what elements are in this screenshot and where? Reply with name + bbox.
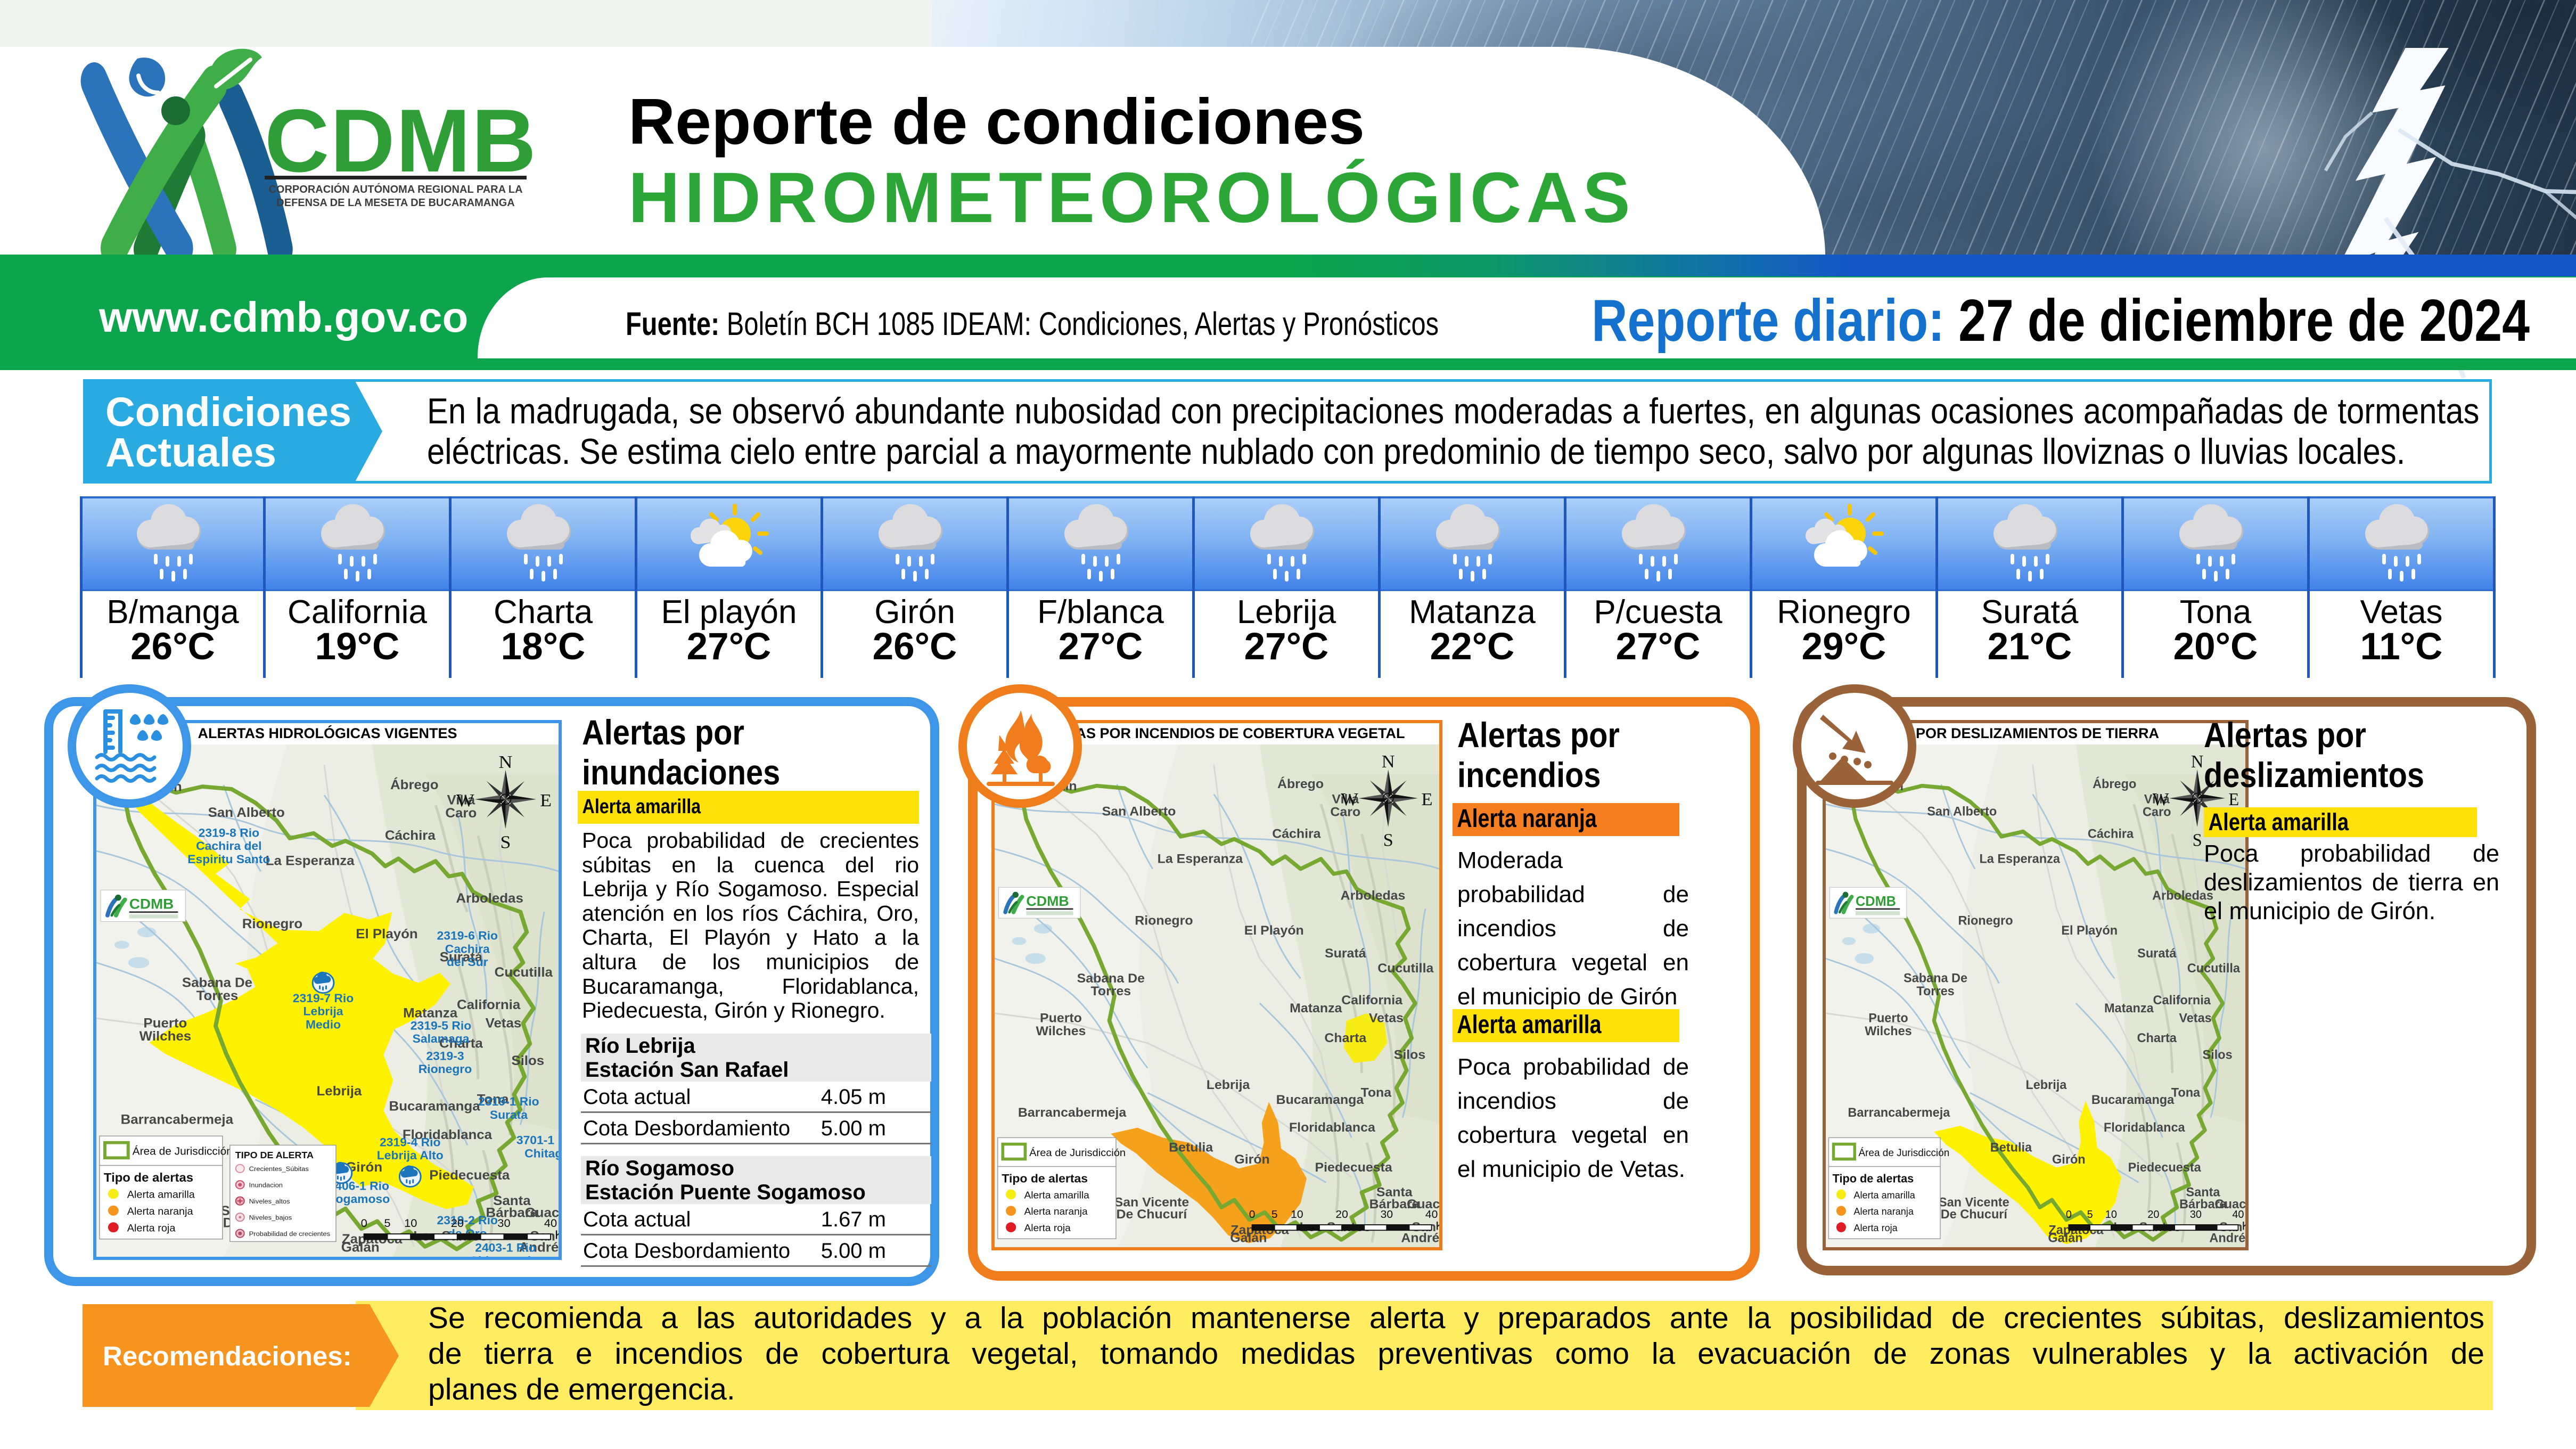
svg-text:2319-2 Rio: 2319-2 Rio — [437, 1214, 498, 1226]
svg-text:Lebrija Alto: Lebrija Alto — [377, 1149, 444, 1162]
svg-text:Medio: Medio — [306, 1018, 341, 1031]
svg-text:Salamaga: Salamaga — [413, 1033, 470, 1045]
svg-text:2319-8 Rio: 2319-8 Rio — [199, 826, 259, 839]
svg-text:Cachira del: Cachira del — [196, 840, 261, 853]
svg-text:Espiritu Santo: Espiritu Santo — [187, 853, 270, 865]
svg-text:2403-1 Rio: 2403-1 Rio — [475, 1241, 536, 1254]
svg-text:2319-5 Rio: 2319-5 Rio — [411, 1019, 471, 1032]
svg-text:2319-1 Rio: 2319-1 Rio — [478, 1095, 539, 1108]
svg-text:Sogamoso: Sogamoso — [327, 1192, 390, 1205]
svg-text:Rionegro: Rionegro — [419, 1063, 472, 1076]
svg-text:2319-6 Rio: 2319-6 Rio — [437, 929, 498, 942]
svg-text:Chicamocha: Chicamocha — [469, 1255, 542, 1257]
svg-text:3701-1 Rio: 3701-1 Rio — [516, 1134, 559, 1147]
svg-text:2319-3: 2319-3 — [426, 1050, 464, 1062]
svg-text:Cachira: Cachira — [445, 943, 490, 955]
svg-text:2319-4 Rio: 2319-4 Rio — [380, 1136, 440, 1149]
svg-text:Lebrija: Lebrija — [303, 1005, 344, 1018]
svg-text:Surata: Surata — [490, 1108, 528, 1121]
svg-text:del Sur: del Sur — [447, 956, 488, 969]
svg-text:2319-7 Rio: 2319-7 Rio — [293, 992, 354, 1004]
svg-text:Chitaga: Chitaga — [524, 1147, 559, 1160]
